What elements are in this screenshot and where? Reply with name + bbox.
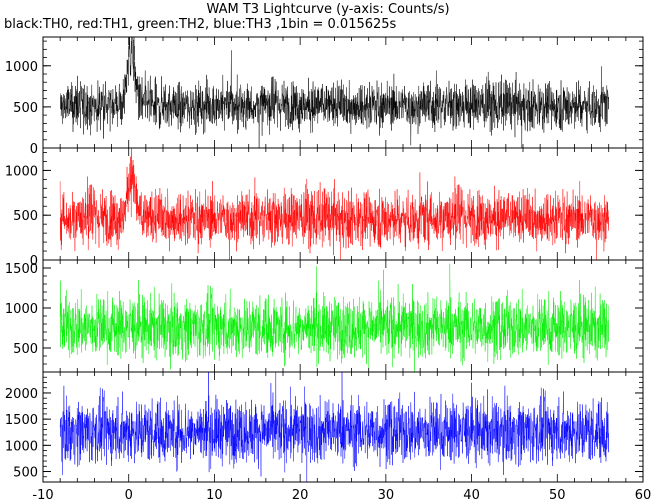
- chart-subtitle: black:TH0, red:TH1, green:TH2, blue:TH3 …: [4, 17, 397, 32]
- y-tick-label: 1500: [5, 413, 38, 428]
- x-axis: -10 0 10 20 30 40 50 60: [32, 488, 651, 503]
- y-tick-label: 1000: [5, 60, 38, 75]
- chart-title: WAM T3 Lightcurve (y-axis: Counts/s): [206, 2, 449, 17]
- x-tick-label: 10: [206, 488, 223, 503]
- y-tick-label: 1500: [5, 262, 38, 277]
- y-tick-label: 500: [13, 209, 38, 224]
- y-tick-label: 1000: [5, 164, 38, 179]
- y-tick-label: 500: [13, 466, 38, 481]
- x-tick-label: 40: [463, 488, 480, 503]
- series-line-th1: [59, 148, 609, 260]
- x-tick-label: 0: [125, 488, 133, 503]
- series-line-th2: [59, 263, 609, 372]
- x-tick-label: 30: [378, 488, 395, 503]
- y-tick-label: 0: [30, 142, 38, 157]
- x-tick-label: 20: [292, 488, 309, 503]
- panel-th1: 0 500 1000: [5, 147, 644, 269]
- x-tick-label: -10: [32, 488, 53, 503]
- x-tick-label: 60: [635, 488, 652, 503]
- panels-group: 0 500 1000 0 500 1000 500 1000 1500 500 1000 1500 20…: [5, 36, 644, 483]
- y-tick-label: 500: [13, 101, 38, 116]
- series-line-th0: [60, 37, 609, 148]
- y-tick-label: 1000: [5, 439, 38, 454]
- panel-th3: 500 1000 1500 2000: [5, 371, 644, 483]
- y-tick-label: 1000: [5, 302, 38, 317]
- panel-th2: 500 1000 1500: [5, 259, 644, 373]
- y-tick-label: 500: [13, 342, 38, 357]
- y-tick-label: 0: [30, 254, 38, 269]
- x-tick-label: 50: [549, 488, 566, 503]
- panel-th0: 0 500 1000: [5, 36, 644, 157]
- panel-frame: [42, 371, 644, 483]
- y-tick-label: 2000: [5, 387, 38, 402]
- series-line-th3: [59, 372, 609, 482]
